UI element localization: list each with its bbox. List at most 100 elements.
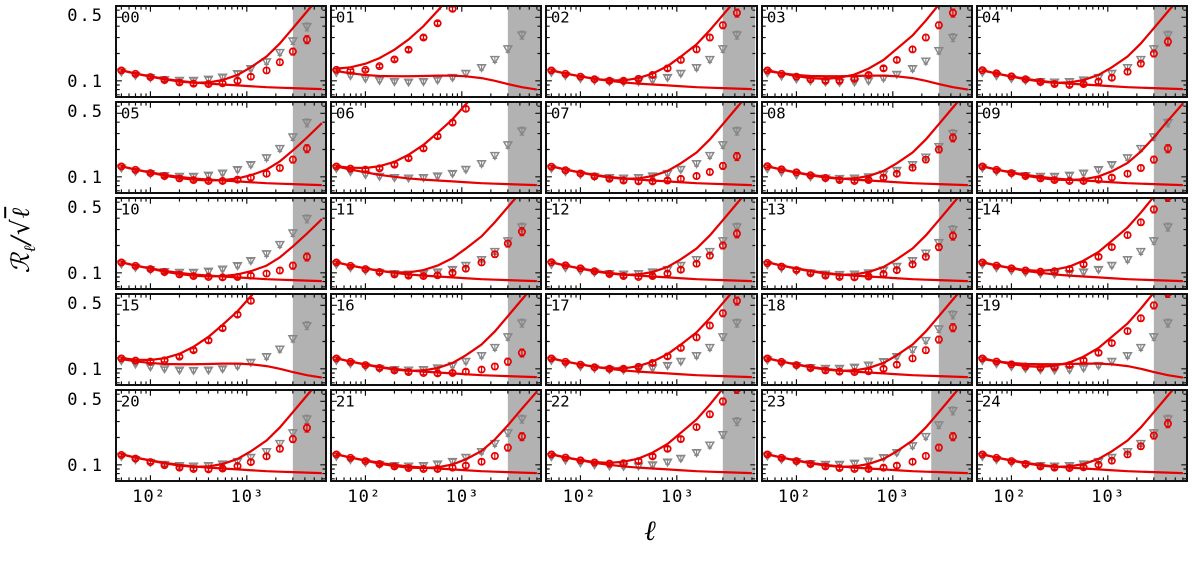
data-circle-marker xyxy=(419,144,428,153)
excluded-region-band xyxy=(508,103,541,192)
data-circle-marker xyxy=(490,452,500,460)
data-circle-marker xyxy=(762,354,772,363)
data-circle-marker xyxy=(806,171,815,180)
data-circle-marker xyxy=(648,70,658,79)
data-circle-marker xyxy=(576,456,585,465)
data-circle-marker xyxy=(1163,144,1172,153)
excluded-region-band xyxy=(292,295,326,384)
plot-svg: 21 xyxy=(332,391,541,480)
data-circle-marker xyxy=(663,444,672,453)
data-circle-marker xyxy=(1036,363,1045,372)
x-tick-label: 10³ xyxy=(876,487,910,507)
data-circle-marker xyxy=(1123,169,1132,178)
data-circle-marker xyxy=(663,64,672,73)
panel-label: 01 xyxy=(336,8,355,26)
axis-ticks xyxy=(977,391,1187,480)
x-tick-label: 10³ xyxy=(230,487,265,507)
axis-ticks xyxy=(762,103,971,192)
data-circle-marker xyxy=(835,176,844,185)
panel-label: 04 xyxy=(982,8,1001,26)
reference-triangle-markers xyxy=(117,321,313,376)
model-curve-rising xyxy=(766,103,958,180)
x-tick-label: 10³ xyxy=(660,487,695,507)
data-circle-marker xyxy=(762,450,772,459)
data-circle-marker xyxy=(547,354,556,363)
data-circle-marker xyxy=(131,69,140,78)
data-circle-marker xyxy=(404,464,413,473)
data-circle-marker xyxy=(1149,155,1158,164)
plot-svg: 24 xyxy=(977,391,1187,480)
panel-row: 0.5 0.1 05 06 07 08 09 xyxy=(46,101,1189,194)
data-circle-marker xyxy=(332,450,341,459)
panel-label: 24 xyxy=(982,392,1001,410)
data-circle-marker xyxy=(777,453,786,462)
data-circle-marker xyxy=(892,55,901,64)
data-circle-marker xyxy=(204,273,213,281)
x-tick-label: 10³ xyxy=(1091,487,1125,507)
model-curve-rising xyxy=(981,391,1174,468)
x-axis-label-cell: ℓ xyxy=(112,511,1188,555)
data-circle-marker xyxy=(762,259,772,267)
data-circle-marker xyxy=(262,169,271,178)
panel-label: 14 xyxy=(982,200,1001,218)
excluded-region-band xyxy=(1153,7,1187,96)
panel-06: 06 xyxy=(330,101,543,194)
data-circle-marker xyxy=(634,273,643,281)
data-circle-marker xyxy=(892,360,901,369)
data-circle-marker xyxy=(448,118,457,127)
data-circle-marker xyxy=(908,354,917,363)
panel-21: 21 xyxy=(330,389,543,482)
reference-triangle-markers xyxy=(332,127,528,184)
y-tick-label: 0.1 xyxy=(67,72,104,93)
data-circle-marker xyxy=(992,453,1001,462)
axis-ticks xyxy=(332,103,541,192)
data-circle-marker xyxy=(547,66,556,75)
data-circle-marker xyxy=(1050,267,1059,276)
panel-label: 17 xyxy=(551,296,570,314)
panel-label: 18 xyxy=(767,296,786,314)
panel-04: 04 xyxy=(975,5,1189,98)
excluded-region-band xyxy=(723,295,756,384)
data-circle-marker xyxy=(1136,314,1145,323)
axis-ticks xyxy=(762,7,971,96)
data-circle-marker xyxy=(117,354,126,363)
data-circle-marker xyxy=(490,250,500,259)
data-circle-marker xyxy=(821,76,830,85)
axis-ticks xyxy=(977,199,1187,288)
model-curve-rising xyxy=(551,103,743,180)
panel-area: 0.5 0.1 00 01 02 03 04 0.5 0.1 05 06 07 08 09 0.5 0.1 10… xyxy=(46,5,1189,555)
panel-12: 12 xyxy=(545,197,758,290)
data-circle-marker xyxy=(547,258,556,267)
data-circle-marker xyxy=(1021,266,1030,275)
data-circle-marker xyxy=(288,435,297,444)
data-circle-marker xyxy=(733,391,741,394)
plot-svg: 07 xyxy=(547,103,756,192)
data-circle-marker xyxy=(1123,327,1132,336)
y-tick-gutter: 0.5 0.1 xyxy=(46,197,112,290)
data-circle-marker xyxy=(561,261,570,270)
axis-ticks xyxy=(117,295,326,384)
data-circle-marker xyxy=(719,21,728,30)
axis-ticks xyxy=(762,199,971,288)
data-circle-marker xyxy=(634,74,643,83)
data-circle-marker xyxy=(275,444,284,453)
data-circle-marker xyxy=(835,367,844,376)
data-circle-marker xyxy=(461,461,471,470)
plot-svg: 01 xyxy=(332,7,541,96)
panel-label: 22 xyxy=(551,392,570,410)
data-circle-marker xyxy=(332,65,341,74)
data-circle-marker xyxy=(619,176,628,185)
x-axis-label: ℓ xyxy=(644,514,656,547)
y-axis-label-divide-sqrt: /√ xyxy=(6,218,35,245)
data-circle-marker xyxy=(189,346,198,355)
data-circle-marker xyxy=(1107,73,1116,82)
data-circle-marker xyxy=(605,459,614,468)
panel-15: 15 xyxy=(115,293,328,386)
data-circle-marker xyxy=(692,172,702,180)
panel-label: 10 xyxy=(121,200,140,218)
plot-svg: 08 xyxy=(762,103,971,192)
panel-23: 23 xyxy=(760,389,973,482)
data-circle-marker xyxy=(390,270,399,279)
data-circle-marker xyxy=(1149,431,1158,440)
data-circle-marker xyxy=(719,241,728,250)
